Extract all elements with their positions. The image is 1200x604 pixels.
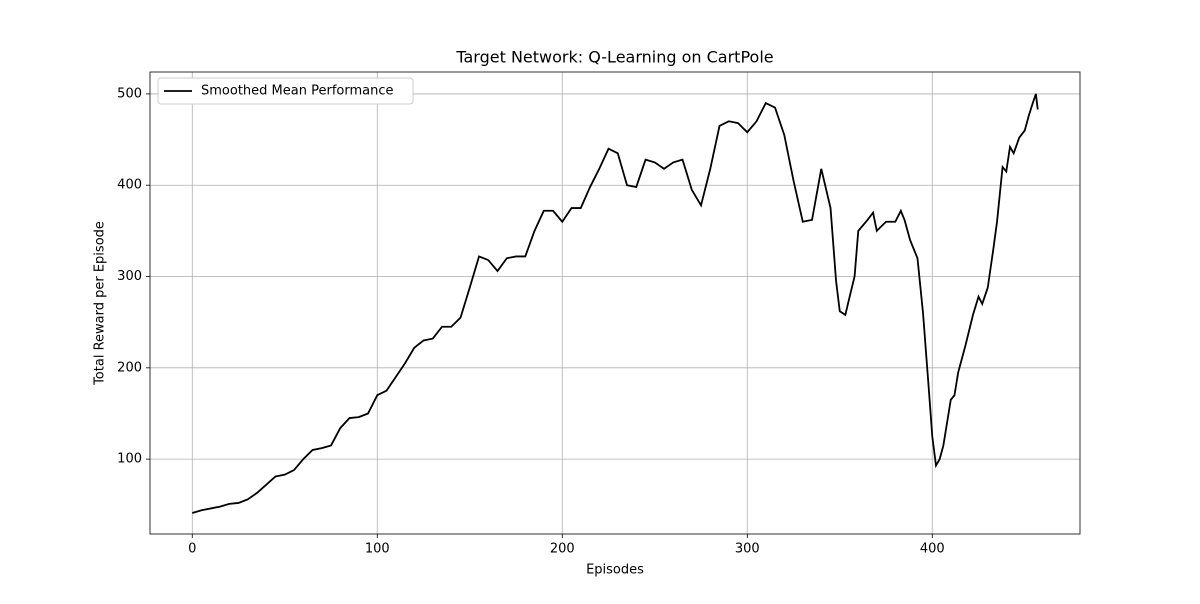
x-tick-label: 200	[550, 542, 575, 557]
x-tick-label: 0	[188, 542, 196, 557]
legend-label: Smoothed Mean Performance	[201, 84, 393, 99]
x-tick-label: 400	[920, 542, 945, 557]
x-axis-label: Episodes	[586, 563, 644, 578]
chart-title: Target Network: Q-Learning on CartPole	[455, 48, 773, 67]
x-tick-label: 100	[365, 542, 390, 557]
y-tick-label: 200	[117, 360, 142, 375]
legend-box	[157, 77, 414, 105]
y-axis-label: Total Reward per Episode	[93, 221, 108, 386]
y-tick-label: 100	[117, 452, 142, 467]
line-series	[192, 93, 1039, 514]
x-tick-label: 300	[735, 542, 760, 557]
plot-frame	[149, 71, 1081, 535]
y-tick-label: 500	[117, 86, 142, 101]
y-tick-label: 300	[117, 269, 142, 284]
y-tick-label: 400	[117, 178, 142, 193]
